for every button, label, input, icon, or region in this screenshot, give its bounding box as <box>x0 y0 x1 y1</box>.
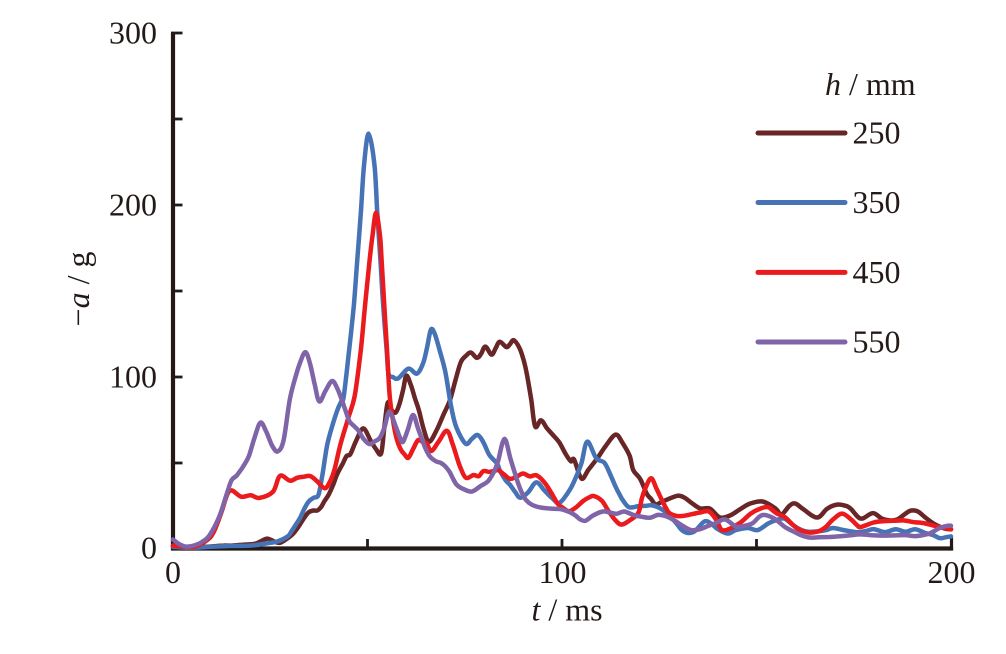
svg-text:100: 100 <box>109 359 157 395</box>
svg-text:t / ms: t / ms <box>531 592 602 628</box>
svg-text:300: 300 <box>109 15 157 51</box>
svg-text:200: 200 <box>109 187 157 223</box>
svg-text:0: 0 <box>141 530 157 566</box>
svg-text:550: 550 <box>853 324 901 360</box>
svg-text:−a / g: −a / g <box>60 252 96 327</box>
svg-text:100: 100 <box>539 554 587 590</box>
svg-text:250: 250 <box>853 115 901 151</box>
svg-text:450: 450 <box>853 254 901 290</box>
svg-text:350: 350 <box>853 184 901 220</box>
svg-text:200: 200 <box>928 554 976 590</box>
svg-text:0: 0 <box>165 554 181 590</box>
svg-text:h / mm: h / mm <box>825 66 916 102</box>
